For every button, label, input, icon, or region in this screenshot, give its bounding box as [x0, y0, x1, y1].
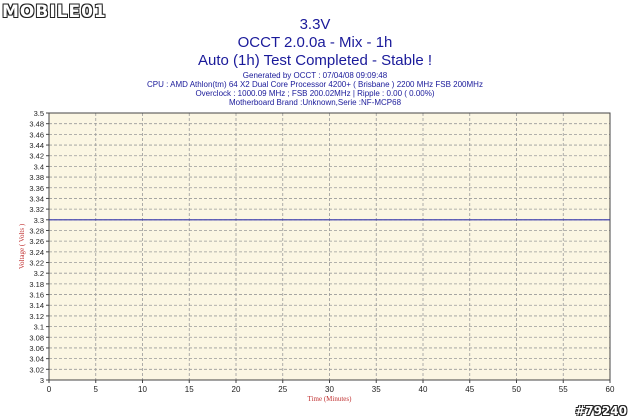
y-tick-label: 3.2 — [34, 269, 44, 278]
y-tick-label: 3.28 — [29, 226, 44, 235]
system-info: Generated by OCCT : 07/04/08 09:09:48 CP… — [0, 71, 630, 107]
y-tick-label: 3.24 — [29, 248, 44, 257]
y-tick-label: 3.48 — [29, 120, 44, 129]
y-tick-label: 3.02 — [29, 365, 44, 374]
x-tick-label: 55 — [559, 385, 568, 394]
x-tick-label: 15 — [185, 385, 194, 394]
y-tick-label: 3.46 — [29, 130, 44, 139]
y-tick-label: 3.16 — [29, 291, 44, 300]
chart-title-status: Auto (1h) Test Completed - Stable ! — [197, 52, 432, 69]
x-tick-label: 45 — [465, 385, 474, 394]
y-tick-label: 3.18 — [29, 280, 44, 289]
x-tick-label: 60 — [606, 385, 615, 394]
x-tick-label: 40 — [419, 385, 428, 394]
y-tick-label: 3.1 — [34, 323, 44, 332]
y-tick-label: 3.12 — [29, 312, 44, 321]
x-axis-label: Time (Minutes) — [308, 395, 353, 403]
y-axis-label: Voltage ( Volts ) — [18, 223, 26, 269]
overclock-line: Overclock : 1000.09 MHz ; FSB 200.02MHz … — [195, 89, 435, 98]
y-tick-label: 3.04 — [29, 355, 44, 364]
y-tick-label: 3.3 — [34, 216, 44, 225]
y-tick-label: 3.06 — [29, 344, 44, 353]
mobile01-logo: MOBILE01 — [2, 2, 107, 22]
y-tick-label: 3.36 — [29, 184, 44, 193]
x-tick-label: 10 — [138, 385, 147, 394]
x-tick-label: 35 — [372, 385, 381, 394]
y-tick-label: 3.26 — [29, 237, 44, 246]
x-tick-label: 25 — [278, 385, 287, 394]
generated-line: Generated by OCCT : 07/04/08 09:09:48 — [242, 71, 388, 80]
x-tick-label: 50 — [512, 385, 521, 394]
cpu-line: CPU : AMD Athlon(tm) 64 X2 Dual Core Pro… — [147, 80, 483, 89]
y-tick-label: 3 — [40, 376, 44, 385]
y-tick-label: 3.38 — [29, 173, 44, 182]
y-tick-label: 3.42 — [29, 152, 44, 161]
chart-title-voltage: 3.3V — [299, 16, 331, 33]
chart-title-app: OCCT 2.0.0a - Mix - 1h — [237, 34, 393, 51]
y-tick-label: 3.22 — [29, 259, 44, 268]
motherboard-line: Motherboard Brand :Unknown,Serie :NF-MCP… — [228, 98, 402, 107]
y-tick-label: 3.44 — [29, 141, 44, 150]
y-tick-label: 3.32 — [29, 205, 44, 214]
image-id-watermark: #79240 — [575, 404, 627, 418]
y-tick-label: 3.08 — [29, 333, 44, 342]
x-tick-label: 20 — [232, 385, 241, 394]
x-tick-label: 0 — [47, 385, 52, 394]
chart-titles: 3.3V OCCT 2.0.0a - Mix - 1h Auto (1h) Te… — [0, 16, 630, 70]
y-tick-label: 3.34 — [29, 194, 44, 203]
y-tick-label: 3.4 — [34, 162, 44, 171]
y-tick-label: 3.14 — [29, 301, 44, 310]
y-tick-label: 3.5 — [34, 109, 44, 118]
x-tick-label: 5 — [94, 385, 99, 394]
x-tick-label: 30 — [325, 385, 334, 394]
